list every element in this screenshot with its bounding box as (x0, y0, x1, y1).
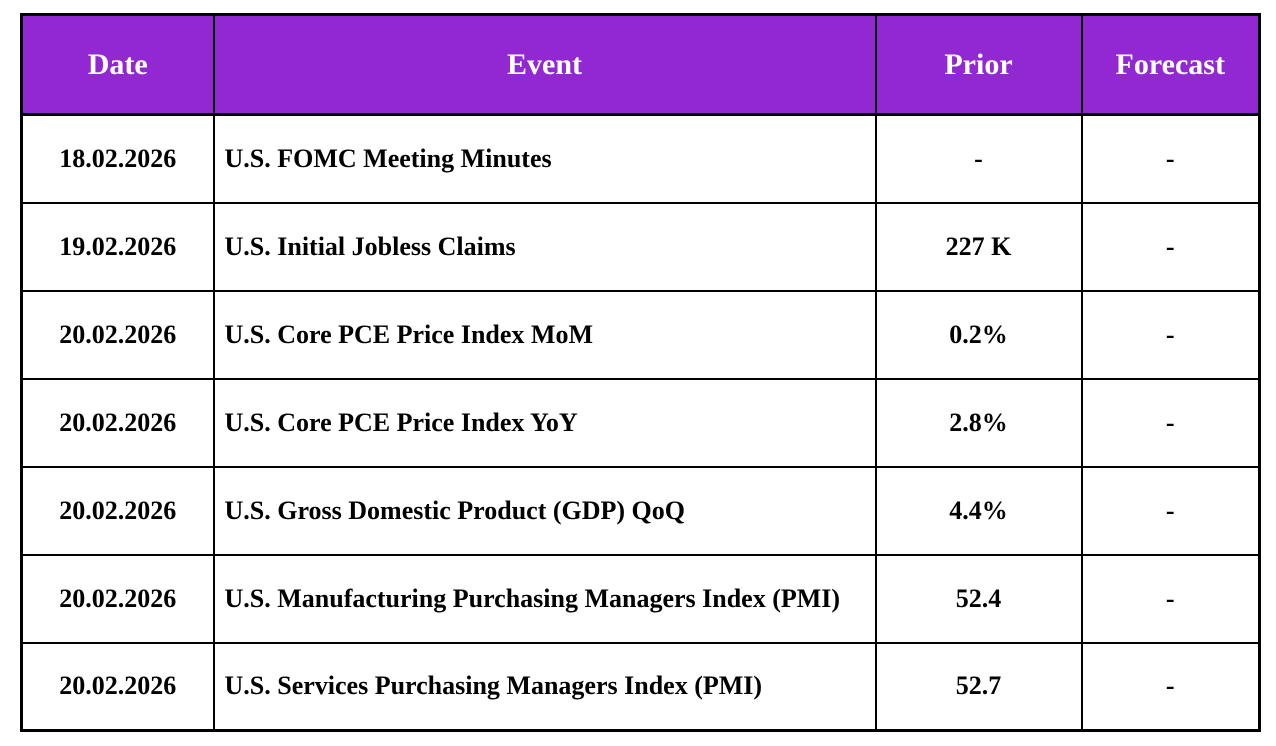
economic-calendar-table: Date Event Prior Forecast 18.02.2026 U.S.… (20, 13, 1261, 732)
cell-event: U.S. Core PCE Price Index MoM (212, 289, 877, 380)
cell-forecast: - (1080, 553, 1261, 644)
cell-event: U.S. Initial Jobless Claims (212, 201, 877, 292)
cell-prior: 52.4 (874, 553, 1083, 644)
cell-date: 20.02.2026 (20, 377, 215, 468)
cell-event: U.S. Manufacturing Purchasing Managers I… (212, 553, 877, 644)
cell-forecast: - (1080, 465, 1261, 556)
cell-date: 20.02.2026 (20, 465, 215, 556)
table-row: 19.02.2026 U.S. Initial Jobless Claims 227… (20, 201, 1261, 292)
column-header-forecast: Forecast (1080, 13, 1261, 116)
table-row: 20.02.2026 U.S. Gross Domestic Product (G… (20, 465, 1261, 556)
cell-date: 20.02.2026 (20, 289, 215, 380)
cell-prior: - (874, 113, 1083, 204)
cell-prior: 2.8% (874, 377, 1083, 468)
cell-prior: 227 K (874, 201, 1083, 292)
cell-prior: 4.4% (874, 465, 1083, 556)
cell-forecast: - (1080, 377, 1261, 468)
cell-forecast: - (1080, 289, 1261, 380)
cell-event: U.S. Gross Domestic Product (GDP) QoQ (212, 465, 877, 556)
table-row: 20.02.2026 U.S. Manufacturing Purchasing … (20, 553, 1261, 644)
cell-prior: 0.2% (874, 289, 1083, 380)
cell-date: 18.02.2026 (20, 113, 215, 204)
table-row: 18.02.2026 U.S. FOMC Meeting Minutes - - (20, 113, 1261, 204)
cell-prior: 52.7 (874, 641, 1083, 732)
column-header-prior: Prior (874, 13, 1083, 116)
cell-date: 19.02.2026 (20, 201, 215, 292)
column-header-event: Event (212, 13, 877, 116)
table-row: 20.02.2026 U.S. Core PCE Price Index MoM 0… (20, 289, 1261, 380)
table-row: 20.02.2026 U.S. Services Purchasing Manag… (20, 641, 1261, 732)
header-row: Date Event Prior Forecast (20, 13, 1261, 116)
cell-date: 20.02.2026 (20, 553, 215, 644)
cell-date: 20.02.2026 (20, 641, 215, 732)
column-header-date: Date (20, 13, 215, 116)
cell-forecast: - (1080, 201, 1261, 292)
cell-event: U.S. Services Purchasing Managers Index … (212, 641, 877, 732)
cell-event: U.S. FOMC Meeting Minutes (212, 113, 877, 204)
cell-forecast: - (1080, 641, 1261, 732)
cell-event: U.S. Core PCE Price Index YoY (212, 377, 877, 468)
economic-calendar: Date Event Prior Forecast 18.02.2026 U.S.… (20, 13, 1261, 732)
table-body: 18.02.2026 U.S. FOMC Meeting Minutes - -19.… (20, 113, 1261, 732)
table-row: 20.02.2026 U.S. Core PCE Price Index YoY 2… (20, 377, 1261, 468)
cell-forecast: - (1080, 113, 1261, 204)
